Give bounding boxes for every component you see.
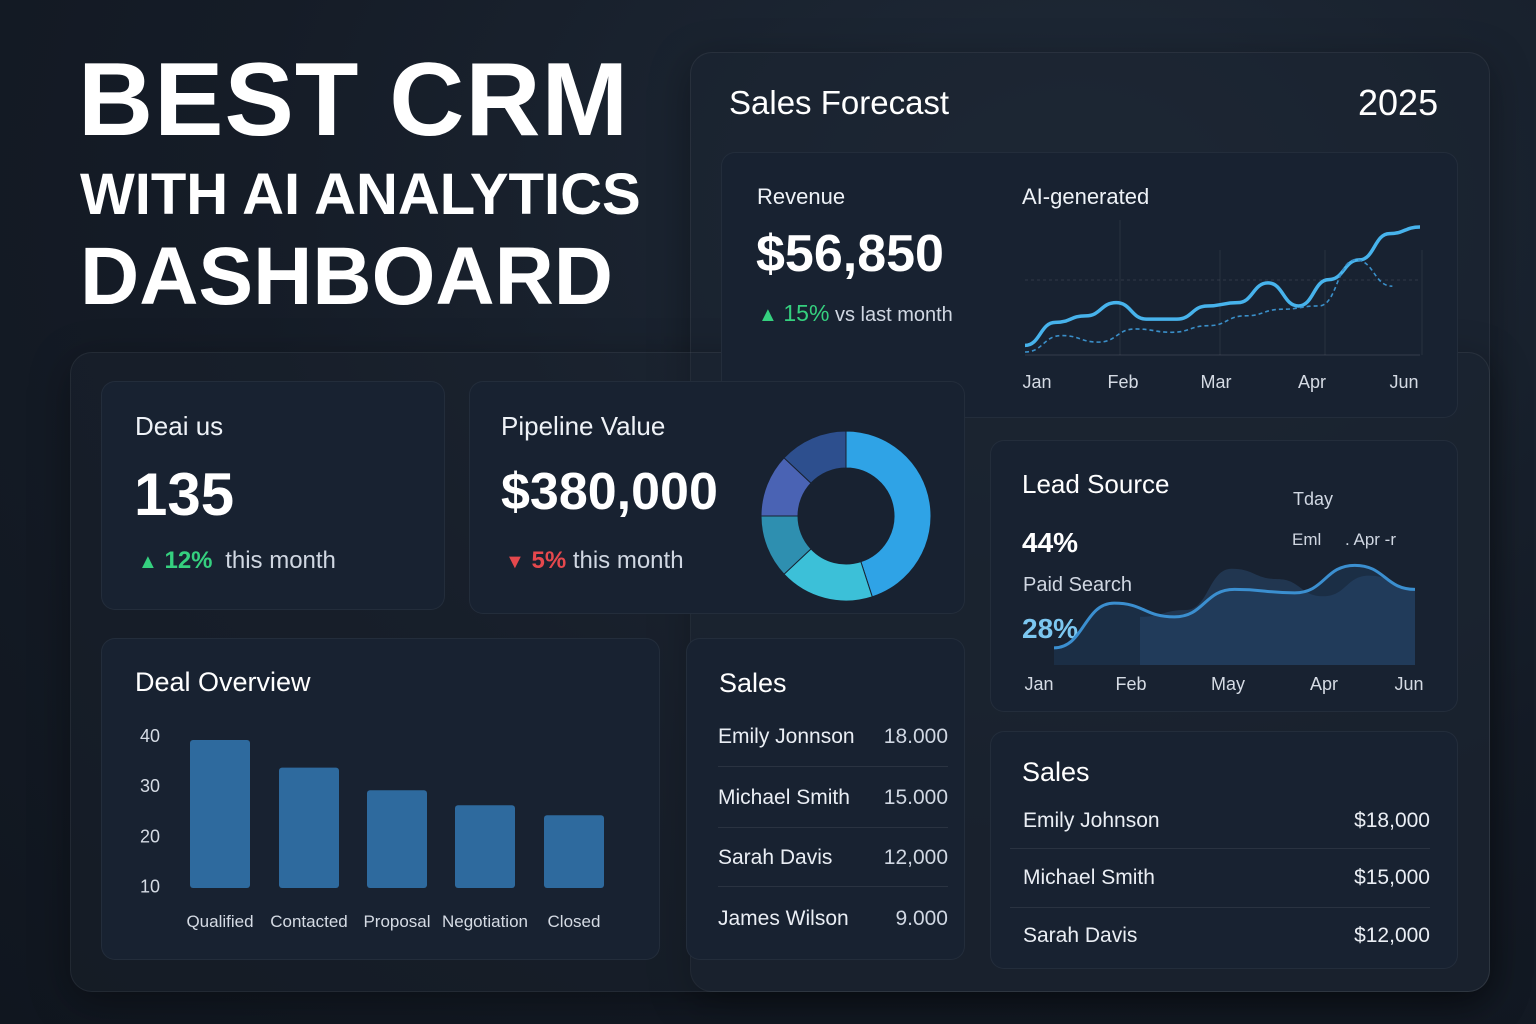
x-tick-label: Mar [1201,372,1232,392]
x-tick-label: Feb [1115,674,1146,694]
lead-source-title: Lead Source [1022,469,1170,499]
up-arrow-icon: ▲ [758,304,778,326]
pipeline-donut-chart [760,430,932,602]
forecast-title: Sales Forecast [729,84,950,121]
lead-stat1: 44% [1022,527,1079,558]
series-line-0 [1024,225,1421,348]
ai-chart-label: AI-generated [1022,184,1150,209]
x-tick-label: Jun [1394,674,1423,694]
bar-contacted[interactable] [279,767,339,888]
lead-legend-title: Tday [1293,489,1334,509]
x-tick-label: Contacted [270,912,348,931]
list-item[interactable]: Sarah Davis $12,000 [1023,924,1430,947]
x-tick-label: Jan [1024,674,1053,694]
y-tick-label: 30 [140,776,160,796]
series-line-1 [1024,259,1393,353]
list-item[interactable]: Michael Smith 15.000 [718,786,948,809]
lead-stat2: 28% [1022,613,1079,644]
sales-right-list: Emily Johnson $18,000 Michael Smith $15,00… [1010,805,1430,955]
list-item[interactable]: Sarah Davis 12,000 [718,846,948,869]
bar-qualified[interactable] [190,740,250,888]
pipeline-label: Pipeline Value [501,411,666,441]
hero-title-line1: BEST CRM [78,42,630,158]
hero-title-line2: WITH AI ANALYTICS [80,162,641,227]
sales-mid-title: Sales [719,668,787,698]
x-tick-label: May [1211,674,1245,694]
donut-slice [783,430,847,484]
pipeline-value: $380,000 [501,463,718,521]
area-background [1140,568,1415,665]
up-arrow-icon: ▲ [138,551,158,573]
down-arrow-icon: ▼ [505,551,525,573]
bar-proposal[interactable] [367,790,427,888]
sales-card-mid [686,638,965,960]
lead-stat1-label: Paid Search [1023,574,1132,596]
list-item[interactable]: James Wilson 9.000 [718,907,948,930]
series-line [1053,563,1416,650]
x-tick-label: Negotiation [442,912,528,931]
forecast-year[interactable]: 2025 [1358,82,1439,123]
sales-mid-list: Emily Jonnson 18.000 Michael Smith 15.000 … [718,720,948,940]
divider [718,766,948,767]
divider [718,886,948,887]
bar-closed[interactable] [544,815,604,888]
x-tick-label: Proposal [363,912,430,931]
divider [718,827,948,828]
y-tick-label: 20 [140,826,160,846]
donut-slice [845,430,932,598]
sales-card-right [990,731,1458,969]
revenue-value: $56,850 [756,225,944,283]
deals-card [101,381,445,610]
revenue-card [721,152,1458,418]
deal-overview-title: Deal Overview [135,667,311,697]
area-fill [1054,565,1415,665]
list-item[interactable]: Emily Johnson $18,000 [1023,809,1430,832]
x-tick-label: Feb [1107,372,1138,392]
x-tick-label: Closed [548,912,601,931]
x-tick-label: Apr [1298,372,1326,392]
y-tick-label: 40 [140,726,160,746]
revenue-change: ▲ 15% vs last month [758,300,953,326]
lead-source-card [990,440,1458,712]
x-tick-label: Jan [1022,372,1051,392]
sales-right-title: Sales [1022,757,1090,787]
x-tick-label: Apr [1310,674,1338,694]
revenue-label: Revenue [757,184,846,209]
lead-legend-a[interactable]: Eml [1292,530,1322,549]
list-item[interactable]: Emily Jonnson 18.000 [718,725,948,748]
hero-title-line3: DASHBOARD [80,231,613,322]
x-tick-label: Qualified [186,912,253,931]
list-item[interactable]: Michael Smith $15,000 [1023,866,1430,889]
deal-overview-bar-chart: 40 30 20 10 Qualified Contacted Proposal Negoti… [140,726,604,931]
y-tick-label: 10 [140,876,160,896]
pipeline-change: ▼ 5% this month [505,547,684,574]
x-tick-label: Jun [1389,372,1418,392]
divider [1010,907,1430,908]
bar-negotiation[interactable] [455,805,515,888]
revenue-line-chart: Jan Feb Mar Apr Jun [1022,220,1423,392]
lead-legend-b[interactable]: . Apr -r [1345,530,1397,549]
deals-change: ▲ 12% this month [138,547,336,574]
lead-area-chart: Jan Feb May Apr Jun [1024,563,1424,694]
divider [1010,848,1430,849]
deals-label: Deai us [135,411,224,441]
deals-value: 135 [134,461,235,528]
